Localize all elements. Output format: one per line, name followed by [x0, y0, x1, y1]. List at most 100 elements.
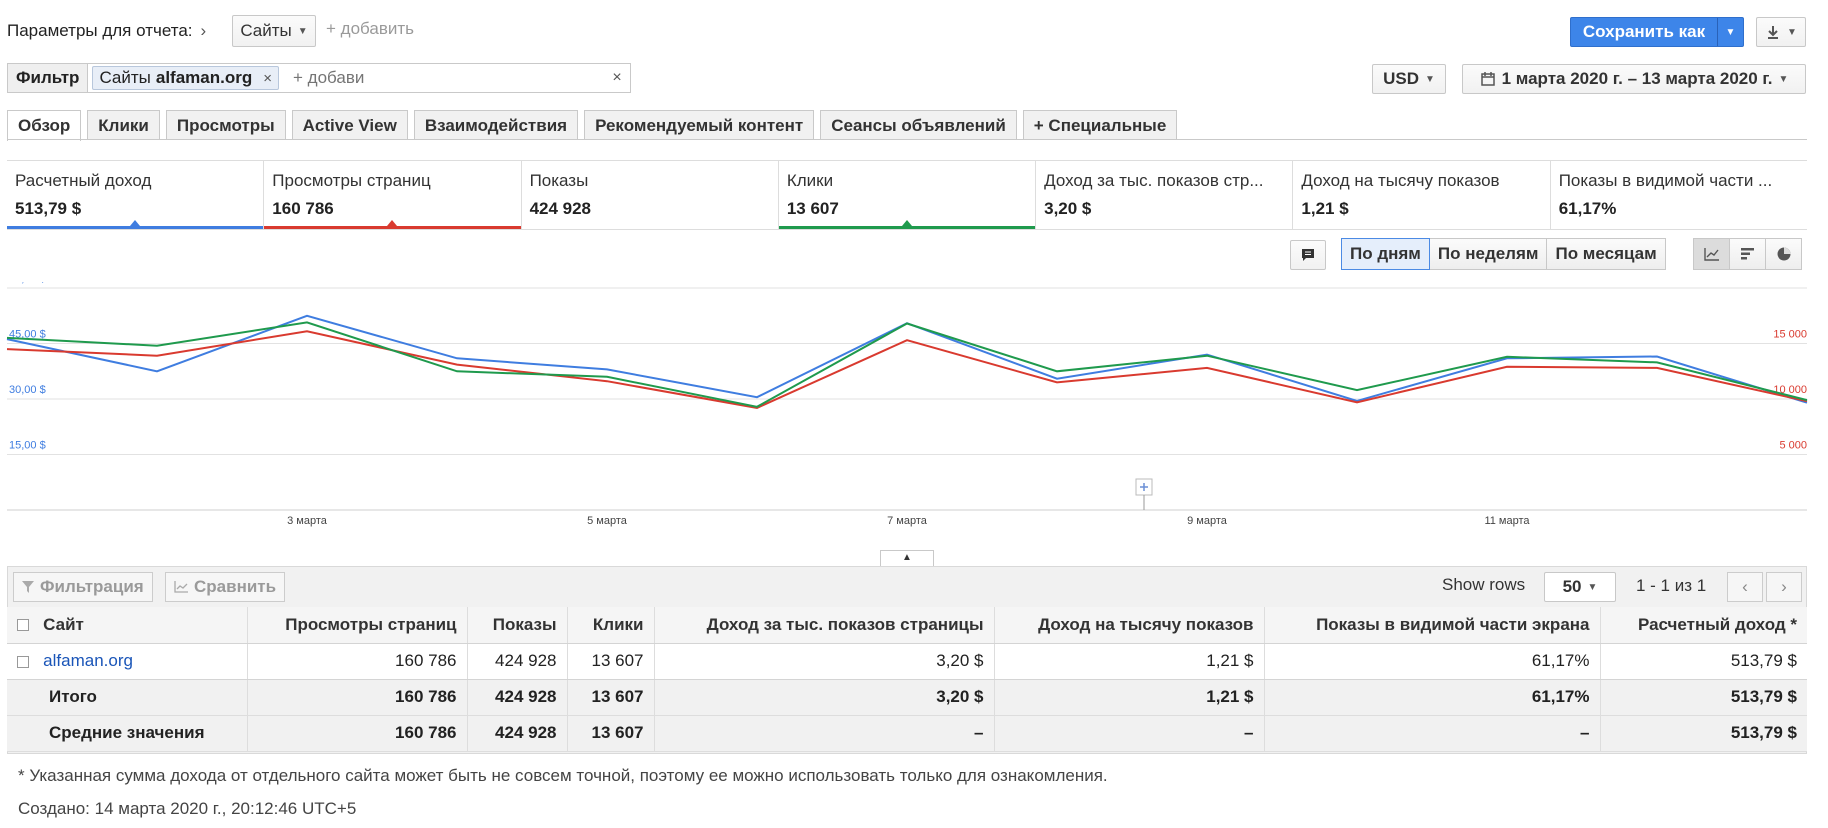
period-daily-button[interactable]: По дням — [1341, 238, 1430, 270]
selected-triangle-icon — [130, 220, 141, 226]
y-right-tick-label: 5 000 — [1779, 440, 1807, 452]
add-dimension-link[interactable]: + добавить — [326, 19, 414, 38]
table-cell: 160 786 — [247, 643, 468, 680]
period-weekly-button[interactable]: По неделям — [1428, 238, 1548, 270]
metric-card-active-view-viewable[interactable]: Показы в видимой части ... 61,17% — [1549, 161, 1807, 229]
metric-underline — [264, 226, 521, 229]
column-header-impression-rpm[interactable]: Доход на тысячу показов — [994, 607, 1265, 644]
report-tabs: Обзор Клики Просмотры Active View Взаимо… — [7, 110, 1178, 141]
column-header-page-rpm[interactable]: Доход за тыс. показов страницы — [654, 607, 995, 644]
column-header-label: Сайт — [43, 614, 84, 634]
earnings-footnote: * Указанная сумма дохода от отдельного с… — [18, 766, 1108, 785]
table-header-row: Сайт Просмотры страниц Показы Клики Дохо… — [7, 607, 1807, 644]
table-cell: 13 607 — [567, 715, 655, 752]
metric-value: 424 928 — [529, 199, 592, 218]
table-cell: – — [654, 715, 995, 752]
tab-matched-content[interactable]: Рекомендуемый контент — [584, 110, 815, 140]
table-cell: 13 607 — [567, 643, 655, 680]
filter-chip[interactable]: Сайты alfaman.org × — [92, 66, 279, 90]
totals-label: Итого — [7, 679, 248, 716]
period-toggle: По дням По неделям По месяцам — [1341, 238, 1666, 270]
column-header-page-views[interactable]: Просмотры страниц — [247, 607, 468, 644]
date-range-picker[interactable]: 1 марта 2020 г. – 13 марта 2020 г. ▼ — [1462, 64, 1806, 94]
tab-interactions[interactable]: Взаимодействия — [413, 110, 579, 140]
compare-button[interactable]: Сравнить — [165, 572, 286, 602]
metric-title: Доход на тысячу показов — [1301, 171, 1500, 190]
column-header-impressions[interactable]: Показы — [467, 607, 568, 644]
metric-title: Показы в видимой части ... — [1558, 171, 1773, 190]
y-left-tick-label: 30,00 $ — [9, 384, 46, 396]
column-header-site[interactable]: Сайт — [7, 607, 248, 644]
save-as-label: Сохранить как — [1582, 22, 1706, 41]
compare-label: Сравнить — [194, 577, 277, 596]
metric-value: 160 786 — [272, 199, 334, 218]
filter-table-button[interactable]: Фильтрация — [13, 572, 153, 602]
table-cell: 1,21 $ — [994, 643, 1265, 680]
y-left-tick-label: 60,00 $ — [9, 282, 46, 285]
metric-card-impressions[interactable]: Показы 424 928 — [520, 161, 778, 229]
select-all-checkbox[interactable] — [17, 619, 29, 632]
table-cell: – — [994, 715, 1265, 752]
row-checkbox[interactable] — [17, 655, 29, 668]
next-page-button[interactable]: › — [1766, 572, 1802, 602]
site-link[interactable]: alfaman.org — [43, 651, 133, 670]
table-cell: 424 928 — [467, 643, 568, 680]
tab-clicks[interactable]: Клики — [87, 110, 160, 140]
line-chart-icon — [1703, 248, 1719, 261]
metric-underline — [778, 226, 1036, 229]
table-cell: 160 786 — [247, 679, 468, 716]
y-left-tick-label: 15,00 $ — [9, 440, 46, 452]
clear-filter-icon[interactable]: × — [612, 69, 622, 86]
pie-chart-button[interactable] — [1765, 238, 1802, 270]
tab-active-view[interactable]: Active View — [291, 110, 408, 140]
download-button[interactable]: ▼ — [1756, 17, 1806, 47]
collapse-chart-button[interactable]: ▲ — [880, 550, 934, 566]
filter-input[interactable] — [291, 67, 604, 89]
table-cell: 424 928 — [467, 715, 568, 752]
table-cell: 513,79 $ — [1600, 715, 1807, 752]
comment-icon — [1302, 249, 1314, 261]
line-chart-button[interactable] — [1693, 238, 1730, 270]
annotation-button[interactable] — [1290, 240, 1326, 270]
metric-card-impression-rpm[interactable]: Доход на тысячу показов 1,21 $ — [1292, 161, 1549, 229]
filter-bar: Фильтр Сайты alfaman.org × × — [7, 63, 631, 93]
table-cell: 160 786 — [247, 715, 468, 752]
y-right-tick-label: 20 000 — [1773, 282, 1807, 285]
metric-card-page-rpm[interactable]: Доход за тыс. показов стр... 3,20 $ — [1035, 161, 1292, 229]
period-monthly-button[interactable]: По месяцам — [1546, 238, 1666, 270]
averages-row: Средние значения 160 786 424 928 13 607 … — [7, 715, 1807, 752]
tab-custom[interactable]: + Специальные — [1022, 110, 1178, 140]
bar-chart-button[interactable] — [1729, 238, 1766, 270]
rows-per-page-select[interactable]: 50 ▼ — [1544, 572, 1616, 602]
column-header-clicks[interactable]: Клики — [567, 607, 655, 644]
series-line — [6, 314, 1808, 404]
metric-card-estimated-earnings[interactable]: Расчетный доход 513,79 $ — [7, 161, 264, 229]
currency-dropdown[interactable]: USD ▼ — [1372, 64, 1446, 94]
save-as-dropdown-icon[interactable]: ▼ — [1717, 18, 1743, 46]
caret-down-icon: ▼ — [1787, 26, 1797, 38]
filter-table-label: Фильтрация — [40, 577, 144, 596]
metric-value: 513,79 $ — [15, 199, 82, 218]
sites-dropdown[interactable]: Сайты ▼ — [232, 15, 316, 47]
metric-card-page-views[interactable]: Просмотры страниц 160 786 — [263, 161, 521, 229]
x-tick-label: 5 марта — [587, 515, 628, 527]
averages-label: Средние значения — [7, 715, 248, 752]
column-header-earnings[interactable]: Расчетный доход * — [1600, 607, 1807, 644]
chevron-right-icon: › — [1781, 577, 1787, 596]
x-tick-label: 7 марта — [887, 515, 928, 527]
column-header-viewable[interactable]: Показы в видимой части экрана — [1264, 607, 1601, 644]
x-tick-label: 9 марта — [1187, 515, 1228, 527]
metric-card-clicks[interactable]: Клики 13 607 — [777, 161, 1036, 229]
caret-down-icon: ▼ — [297, 25, 308, 37]
save-as-button[interactable]: Сохранить как ▼ — [1570, 17, 1744, 47]
filter-chip-prefix: Сайты — [99, 68, 151, 87]
show-rows-label: Show rows — [1442, 575, 1526, 594]
tab-overview[interactable]: Обзор — [7, 110, 82, 141]
y-right-tick-label: 15 000 — [1773, 329, 1807, 341]
chip-close-icon[interactable]: × — [263, 69, 272, 87]
currency-label: USD — [1383, 69, 1419, 88]
tab-views[interactable]: Просмотры — [165, 110, 286, 140]
x-tick-label: 3 марта — [287, 515, 328, 527]
prev-page-button[interactable]: ‹ — [1727, 572, 1763, 602]
tab-ad-sessions[interactable]: Сеансы объявлений — [820, 110, 1017, 140]
